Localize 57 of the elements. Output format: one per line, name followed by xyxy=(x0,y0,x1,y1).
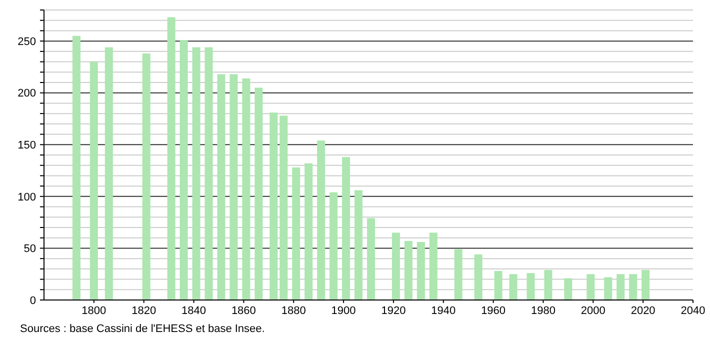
x-tick-label: 1940 xyxy=(431,305,456,317)
x-tick-label: 1860 xyxy=(231,305,256,317)
y-tick-label: 100 xyxy=(18,191,36,204)
bar xyxy=(404,240,412,300)
bar xyxy=(104,47,113,300)
bar xyxy=(142,54,150,300)
x-tick-label: 1980 xyxy=(530,305,556,317)
y-tick-label: 50 xyxy=(24,243,36,256)
bar xyxy=(454,249,462,300)
bar xyxy=(616,274,625,300)
bar xyxy=(429,232,438,300)
bar xyxy=(629,274,638,300)
bar xyxy=(317,140,326,300)
bar xyxy=(217,74,226,300)
bar xyxy=(254,88,263,300)
bar xyxy=(494,271,502,300)
bar xyxy=(474,254,482,300)
bar xyxy=(544,270,552,300)
bar xyxy=(366,218,375,300)
source-note: Sources : base Cassini de l'EHESS et base Insee. xyxy=(20,323,265,335)
bar xyxy=(90,62,98,300)
bar xyxy=(72,36,80,300)
bar xyxy=(354,190,363,300)
bar xyxy=(526,273,535,300)
bar xyxy=(586,274,595,300)
x-tick-label: 1840 xyxy=(182,305,206,317)
bar xyxy=(180,40,188,300)
y-tick-label: 0 xyxy=(30,294,36,307)
y-tick-label: 250 xyxy=(18,36,36,48)
x-tick-label: 2020 xyxy=(630,305,656,317)
x-tick-label: 1880 xyxy=(281,305,306,317)
bar xyxy=(167,17,176,300)
bar xyxy=(230,74,238,300)
x-tick-label: 1900 xyxy=(331,305,356,317)
bar xyxy=(604,277,612,300)
bar xyxy=(242,78,250,300)
bar xyxy=(292,167,300,300)
bar xyxy=(642,270,650,300)
bar xyxy=(304,163,313,300)
x-tick-label: 2000 xyxy=(580,305,606,317)
bar xyxy=(330,192,338,300)
bar xyxy=(392,232,400,300)
bar xyxy=(204,47,213,300)
bar xyxy=(564,278,572,300)
bar xyxy=(280,116,288,300)
bar xyxy=(509,274,518,300)
bar xyxy=(416,242,425,300)
y-tick-label: 150 xyxy=(18,139,36,152)
bar xyxy=(342,157,350,300)
bar xyxy=(192,47,200,300)
x-tick-label: 1960 xyxy=(481,305,506,317)
x-tick-label: 1920 xyxy=(381,305,406,317)
x-tick-label: 1800 xyxy=(82,305,106,317)
y-tick-label: 200 xyxy=(18,88,36,100)
x-tick-label: 2040 xyxy=(680,305,706,317)
bar xyxy=(270,112,278,300)
x-tick-label: 1820 xyxy=(132,305,156,317)
